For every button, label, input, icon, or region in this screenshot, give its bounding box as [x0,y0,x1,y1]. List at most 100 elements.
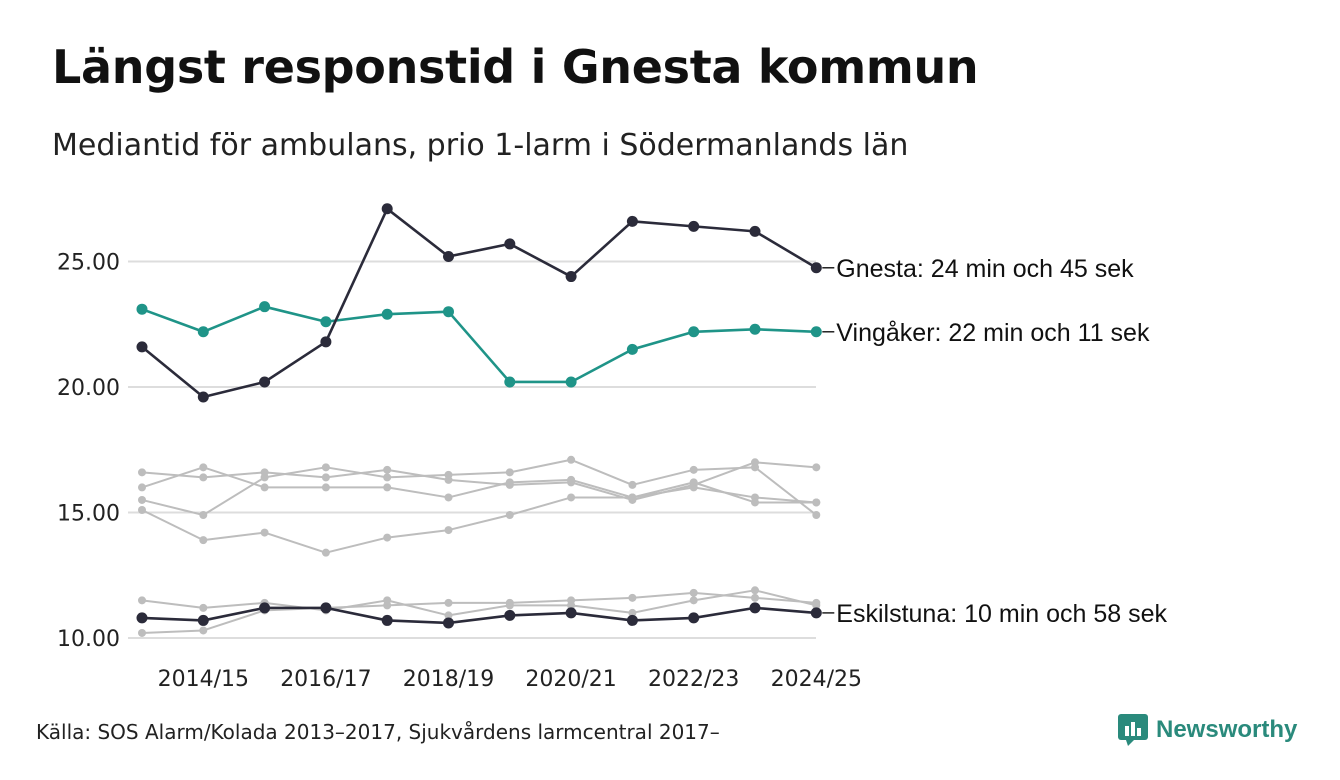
data-point [259,376,271,388]
series-line-ving-ker [141,305,817,384]
data-point [138,596,146,605]
data-point [260,483,269,492]
highlight-series-layer [136,203,822,629]
background-series-layer [138,455,821,637]
data-point [689,588,698,597]
data-point [259,602,271,614]
series-end-label: Gnesta: 24 min och 45 sek [836,255,1134,283]
data-point [749,225,761,237]
brand-name: Newsworthy [1156,716,1298,743]
data-point [565,607,577,619]
x-tick-label: 2016/17 [280,667,371,692]
data-point [199,511,208,520]
y-tick-label: 10.00 [57,627,120,652]
data-point [136,303,148,315]
data-point [443,250,454,262]
data-point [751,498,759,507]
y-tick-label: 20.00 [57,376,120,401]
data-point [628,480,637,489]
data-point [383,533,392,542]
data-point [751,586,759,595]
series-line-gnesta [141,207,817,399]
data-point [689,478,698,487]
data-point [383,465,392,474]
data-point [199,603,208,612]
data-point [381,308,393,320]
data-point [321,548,330,557]
data-point [444,598,453,607]
data-point [138,495,146,504]
data-point [626,614,638,626]
data-point [444,611,453,620]
data-point [567,455,576,464]
data-point [199,536,208,545]
data-point [199,473,208,482]
data-point [689,465,698,474]
series-end-label: Vingåker: 22 min och 11 sek [836,319,1150,347]
data-point [751,463,759,472]
series-line-bakgrund-2 [141,466,817,504]
data-point [260,528,269,537]
data-point [688,326,700,338]
data-point [688,220,700,232]
brand-logo: Newsworthy [1118,714,1297,746]
grid-layer: 10.00 15.00 20.00 25.00 2014/15 2016/17 2018/1… [57,251,862,693]
data-point [320,316,332,328]
x-tick-label: 2014/15 [158,667,249,692]
data-point [321,473,330,482]
data-point [136,341,148,353]
data-point [812,498,821,507]
data-point [443,306,454,318]
data-point [136,612,148,624]
data-point [812,511,821,520]
data-point [138,483,146,492]
data-point [138,505,146,514]
data-point [259,301,271,313]
data-point [505,478,514,487]
x-tick-label: 2024/25 [771,667,862,692]
data-point [565,376,577,388]
data-point [504,376,516,388]
series-line-bakgrund-6 [141,591,817,634]
data-point [628,608,637,617]
data-point [504,609,516,621]
data-point [197,614,209,626]
data-point [505,468,514,477]
y-tick-label: 25.00 [57,251,120,276]
data-point [260,473,269,482]
data-point [505,598,514,607]
data-point [444,470,453,479]
data-point [567,493,576,502]
data-point [444,493,453,502]
data-point [565,271,577,283]
data-point [749,323,761,335]
chart-subtitle: Mediantid för ambulans, prio 1-larm i Sö… [52,128,909,163]
series-line-bakgrund-3 [141,458,817,517]
data-point [444,526,453,535]
data-point [199,463,208,472]
data-point [567,475,576,484]
data-point [197,326,209,338]
data-point [689,596,698,605]
series-line-bakgrund-1 [141,461,817,501]
data-point [810,326,822,338]
series-end-label: Eskilstuna: 10 min och 58 sek [836,600,1167,628]
data-point [628,493,637,502]
series-line-bakgrund-4 [141,481,817,554]
label-layer: Vingåker: 22 min och 11 sek Gnesta: 24 mi… [822,255,1168,628]
data-point [321,463,330,472]
data-point [505,511,514,520]
data-point [197,391,209,403]
x-tick-label: 2020/21 [525,667,616,692]
data-point [320,336,332,348]
data-point [751,593,759,602]
chart-title: Längst responstid i Gnesta kommun [52,40,979,94]
data-point [810,607,822,619]
x-tick-label: 2018/19 [403,667,494,692]
data-point [138,628,146,637]
data-point [688,612,700,624]
data-point [628,593,637,602]
data-point [381,203,393,215]
source-note: Källa: SOS Alarm/Kolada 2013–2017, Sjukv… [36,720,720,744]
data-point [320,602,332,614]
